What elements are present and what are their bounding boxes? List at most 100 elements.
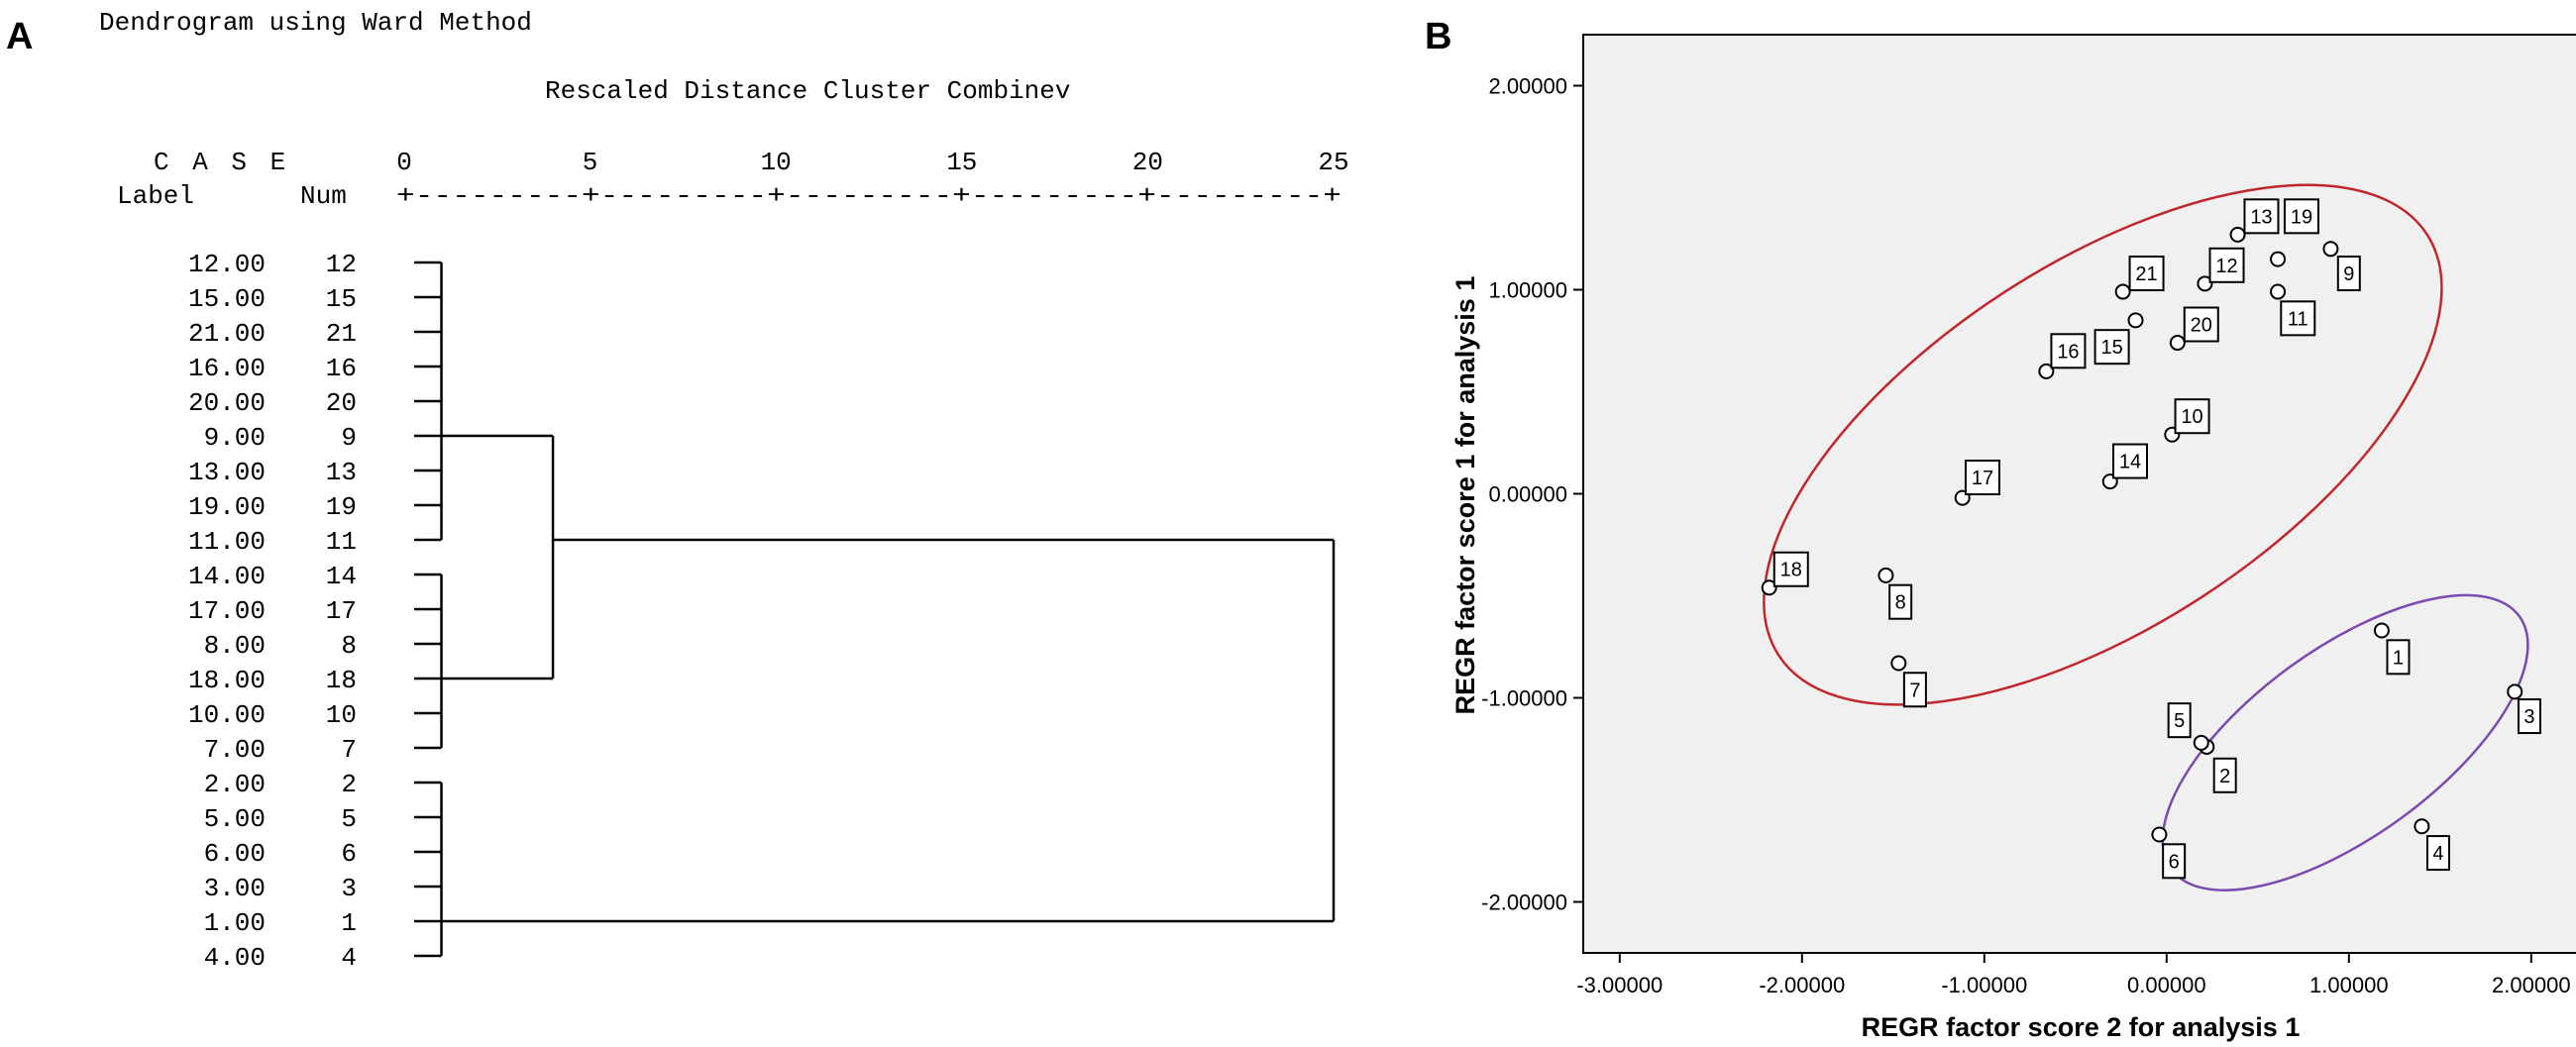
point-label-box bbox=[2208, 247, 2245, 283]
point-label-box bbox=[2167, 702, 2192, 739]
axis-tick-label: 0 bbox=[396, 148, 412, 177]
point-label-box bbox=[1888, 583, 1913, 620]
scatter-point bbox=[2101, 473, 2118, 490]
point-label: 8 bbox=[1895, 592, 1906, 614]
case-label: 9.00 bbox=[204, 423, 266, 453]
point-label-box bbox=[2162, 843, 2187, 880]
point-label: 4 bbox=[2432, 843, 2443, 865]
case-label: 11.00 bbox=[188, 527, 266, 557]
cluster-ellipse bbox=[2161, 593, 2529, 891]
x-tick-label: -1.00000 bbox=[1941, 973, 2027, 997]
case-label: 19.00 bbox=[188, 492, 266, 522]
point-label-box bbox=[1772, 551, 1809, 587]
y-tick-label: 1.00000 bbox=[1488, 278, 1567, 303]
case-label: 15.00 bbox=[188, 284, 266, 314]
point-label: 20 bbox=[2191, 315, 2212, 337]
case-num: 2 bbox=[341, 770, 357, 799]
point-label-box bbox=[1902, 672, 1927, 708]
case-label: 14.00 bbox=[188, 562, 266, 591]
case-num: 12 bbox=[326, 250, 357, 279]
point-label: 1 bbox=[2393, 647, 2404, 669]
point-label: 16 bbox=[2057, 341, 2079, 363]
point-label-box bbox=[1964, 460, 2000, 496]
case-label: 5.00 bbox=[204, 804, 266, 834]
case-num: 15 bbox=[326, 284, 357, 314]
panel-label-a: A bbox=[6, 16, 34, 57]
point-label: 2 bbox=[2219, 766, 2230, 787]
case-label: 3.00 bbox=[204, 874, 266, 903]
y-tick-label: -2.00000 bbox=[1481, 890, 1567, 915]
case-label: 18.00 bbox=[188, 666, 266, 695]
point-label-box bbox=[2517, 698, 2541, 735]
case-num: 18 bbox=[326, 666, 357, 695]
dendrogram-subtitle: Rescaled Distance Cluster Combinev bbox=[545, 76, 1071, 106]
case-num: 10 bbox=[326, 700, 357, 730]
scatter-point bbox=[2197, 275, 2213, 292]
point-label: 12 bbox=[2215, 256, 2237, 277]
case-num: 1 bbox=[341, 908, 357, 938]
point-label: 10 bbox=[2181, 406, 2202, 428]
panel-label-b: B bbox=[1425, 16, 1452, 57]
scatter-point bbox=[2193, 734, 2209, 751]
point-label: 6 bbox=[2169, 851, 2180, 873]
axis-tick-label: 25 bbox=[1318, 148, 1348, 177]
case-label: 8.00 bbox=[204, 631, 266, 661]
point-label: 15 bbox=[2100, 337, 2122, 359]
case-label: 10.00 bbox=[188, 700, 266, 730]
scatter-point bbox=[2229, 226, 2246, 243]
x-tick-label: 2.00000 bbox=[2492, 973, 2571, 997]
scatter-point bbox=[1878, 567, 1894, 583]
header-label: Label bbox=[117, 181, 194, 211]
point-label: 21 bbox=[2135, 263, 2157, 285]
case-num: 20 bbox=[326, 388, 357, 418]
case-label: 4.00 bbox=[204, 943, 266, 973]
point-label-box bbox=[2280, 300, 2316, 337]
point-label: 18 bbox=[1780, 560, 1802, 581]
point-label: 14 bbox=[2119, 452, 2141, 473]
scatter-point bbox=[2038, 363, 2055, 379]
x-tick-label: -3.00000 bbox=[1576, 973, 1663, 997]
point-label-box bbox=[2128, 256, 2165, 292]
x-tick-label: 1.00000 bbox=[2309, 973, 2389, 997]
case-num: 19 bbox=[326, 492, 357, 522]
cluster-ellipse bbox=[1763, 183, 2443, 706]
point-label: 13 bbox=[2250, 206, 2272, 228]
point-label-box bbox=[2283, 198, 2319, 235]
case-label: 17.00 bbox=[188, 596, 266, 626]
scatter-point bbox=[2507, 683, 2523, 700]
scatter-point bbox=[2151, 826, 2168, 843]
point-label-box bbox=[2093, 329, 2130, 366]
scatter-point bbox=[1890, 655, 1907, 672]
scatter-point bbox=[1954, 489, 1971, 506]
axis-tick-label: 5 bbox=[583, 148, 598, 177]
case-label: 13.00 bbox=[188, 458, 266, 487]
x-tick-label: -2.00000 bbox=[1759, 973, 1845, 997]
case-num: 7 bbox=[341, 735, 357, 765]
case-label: 12.00 bbox=[188, 250, 266, 279]
case-num: 21 bbox=[326, 319, 357, 349]
case-label: 1.00 bbox=[204, 908, 266, 938]
header-num: Num bbox=[300, 181, 347, 211]
point-label: 5 bbox=[2174, 710, 2185, 732]
dendrogram-title: Dendrogram using Ward Method bbox=[99, 8, 532, 38]
plot-area bbox=[1582, 34, 2576, 954]
point-label-box bbox=[2183, 306, 2219, 343]
case-num: 4 bbox=[341, 943, 357, 973]
case-num: 14 bbox=[326, 562, 357, 591]
axis-tick-label: 20 bbox=[1132, 148, 1163, 177]
point-label: 7 bbox=[1909, 680, 1920, 701]
case-num: 3 bbox=[341, 874, 357, 903]
x-axis-title: REGR factor score 2 for analysis 1 bbox=[1862, 1012, 2301, 1042]
case-label: 21.00 bbox=[188, 319, 266, 349]
axis-rule: +---------+---------+---------+---------… bbox=[396, 181, 1342, 211]
case-num: 11 bbox=[326, 527, 357, 557]
scatter-point bbox=[2127, 312, 2144, 329]
point-label: 3 bbox=[2523, 706, 2534, 728]
case-num: 8 bbox=[341, 631, 357, 661]
y-tick-label: 0.00000 bbox=[1488, 482, 1567, 507]
scatter-point bbox=[2114, 283, 2131, 300]
point-label-box bbox=[2243, 198, 2280, 235]
scatter-point bbox=[2199, 738, 2215, 755]
case-num: 6 bbox=[341, 839, 357, 869]
axis-tick-label: 10 bbox=[761, 148, 792, 177]
